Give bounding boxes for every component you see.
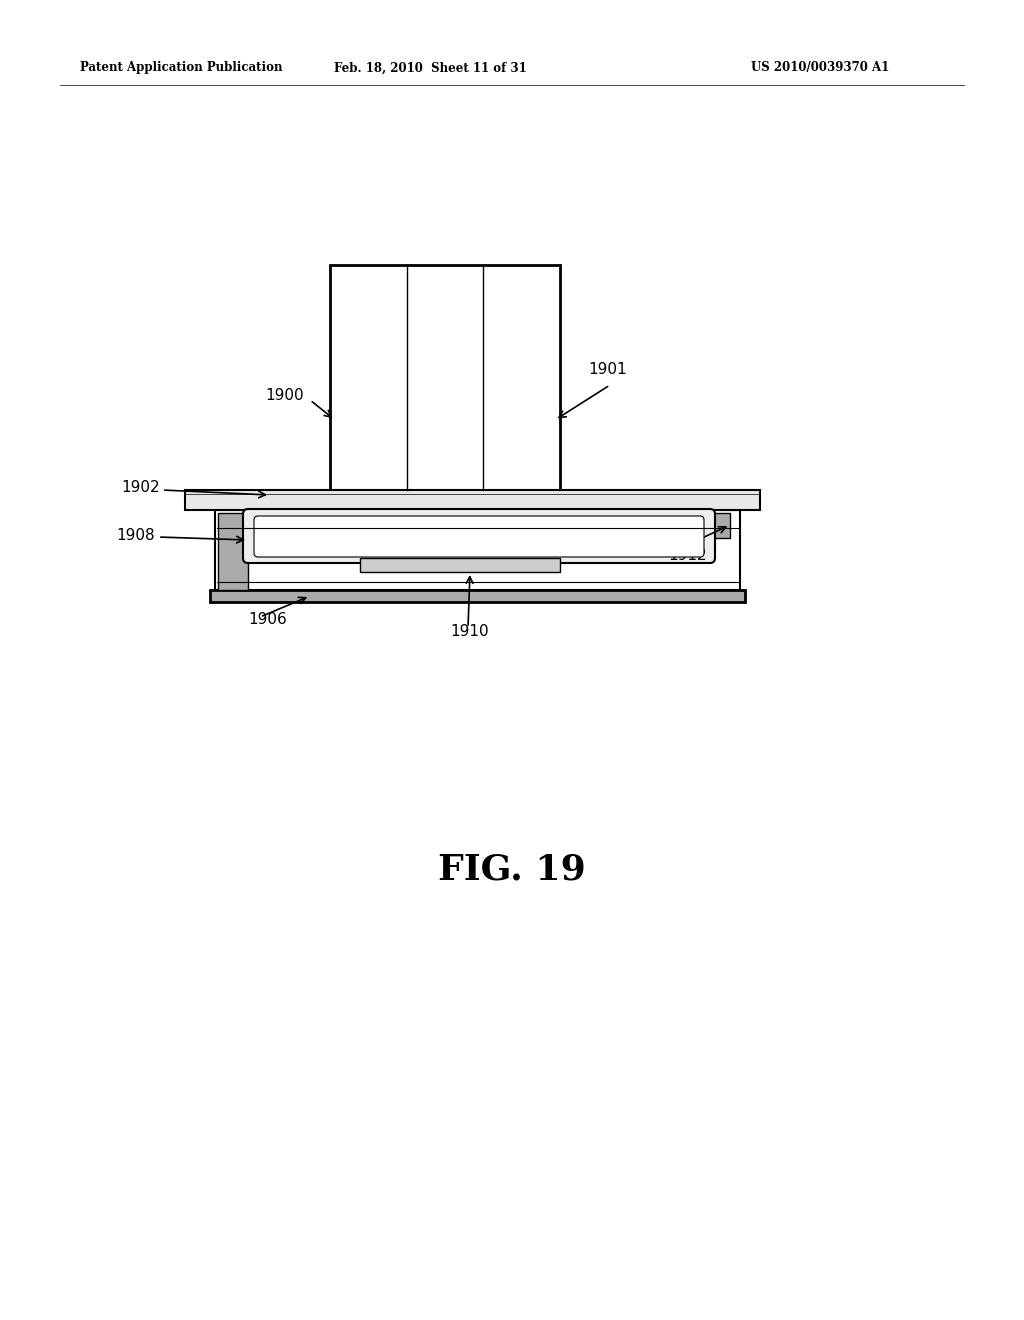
Text: 1906: 1906: [248, 612, 287, 627]
FancyBboxPatch shape: [243, 510, 715, 564]
Text: Patent Application Publication: Patent Application Publication: [80, 62, 283, 74]
Bar: [218, 513, 248, 590]
Text: 1901: 1901: [588, 363, 627, 378]
Text: Feb. 18, 2010  Sheet 11 of 31: Feb. 18, 2010 Sheet 11 of 31: [334, 62, 526, 74]
Text: FIG. 19: FIG. 19: [438, 853, 586, 887]
Bar: [215, 510, 740, 590]
FancyBboxPatch shape: [254, 516, 705, 557]
Text: 1904: 1904: [620, 532, 658, 548]
Text: 1908: 1908: [117, 528, 155, 543]
Bar: [360, 558, 560, 572]
Bar: [185, 490, 760, 510]
Text: 1902: 1902: [122, 480, 160, 495]
Bar: [330, 265, 560, 490]
Bar: [210, 590, 745, 602]
Bar: [700, 513, 730, 539]
Text: 1910: 1910: [450, 624, 488, 639]
Text: US 2010/0039370 A1: US 2010/0039370 A1: [751, 62, 889, 74]
Text: 1912: 1912: [668, 548, 707, 562]
Text: 1900: 1900: [265, 388, 304, 403]
